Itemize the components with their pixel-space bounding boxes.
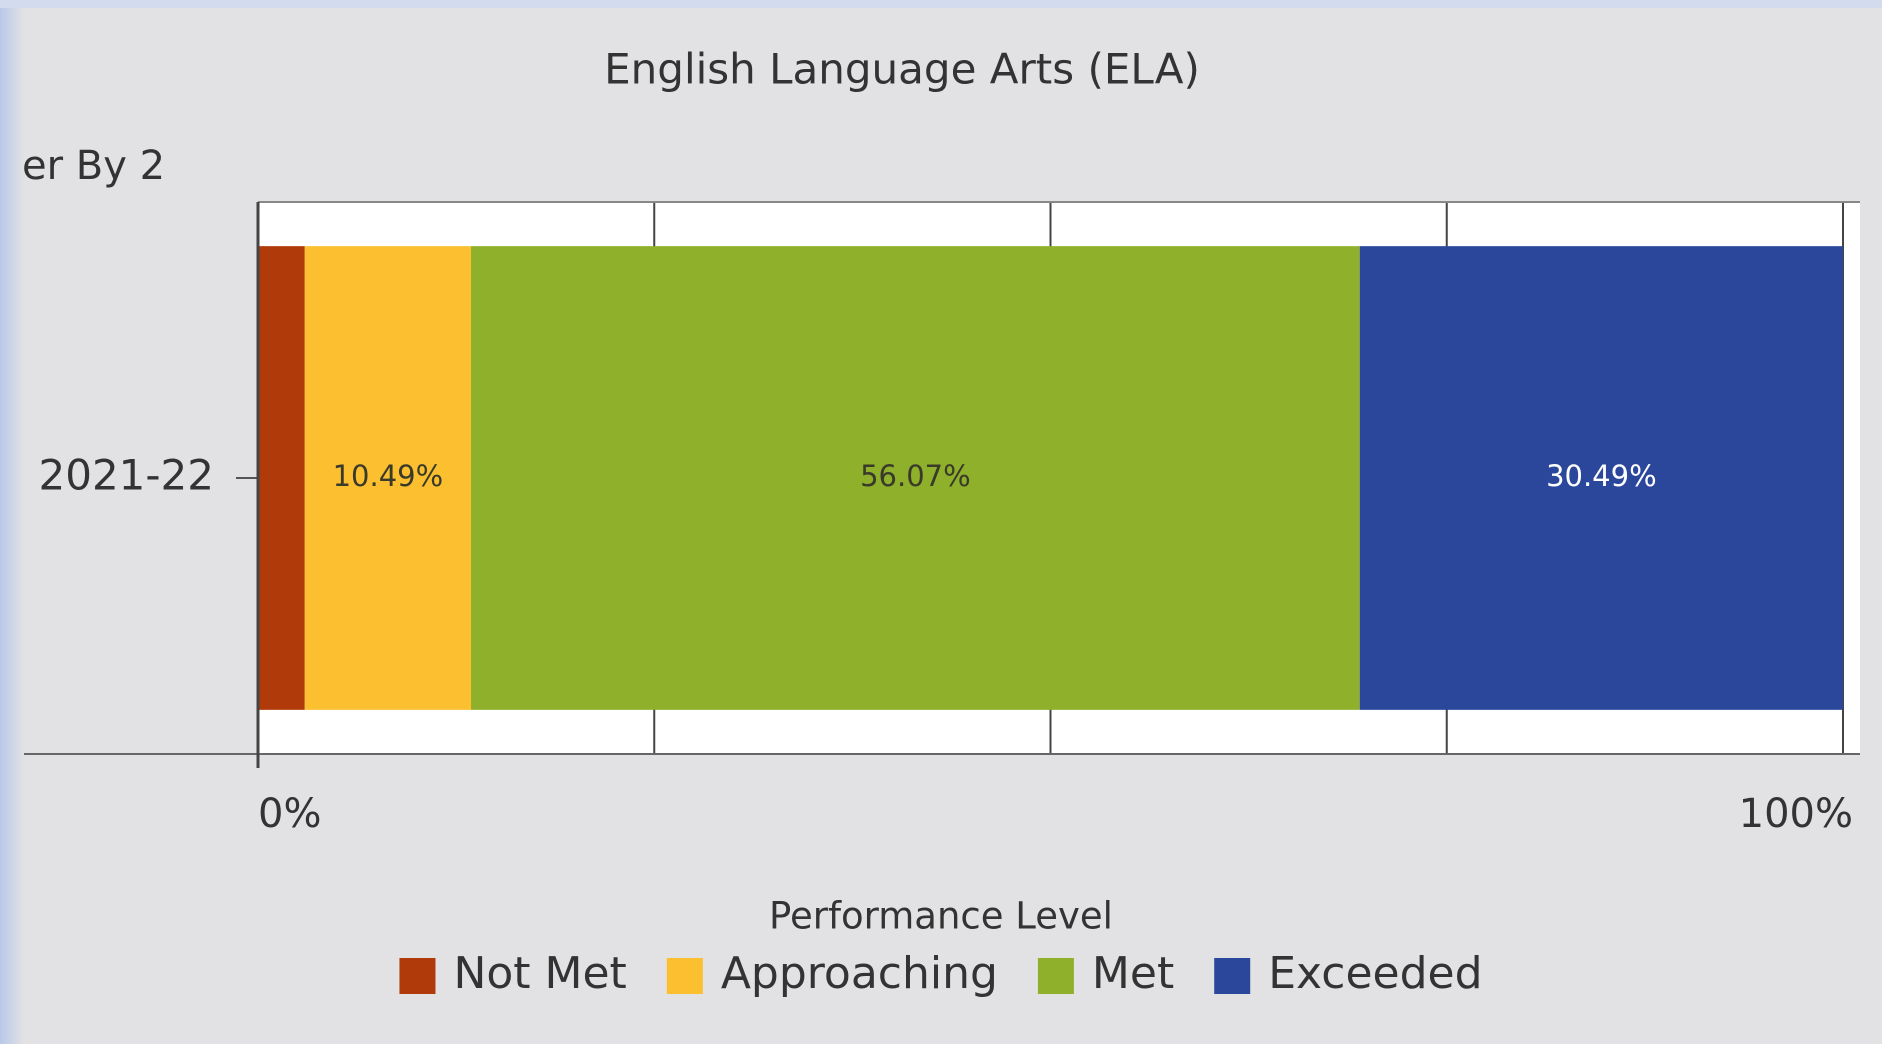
legend-swatch: [666, 958, 703, 994]
data-label: 10.49%: [333, 459, 444, 493]
bar-segment: [471, 246, 1360, 710]
legend-label: Not Met: [453, 948, 626, 999]
legend-swatch: [1037, 958, 1074, 994]
x-tick-label: 0%: [258, 791, 321, 837]
data-label: 30.49%: [1546, 459, 1657, 493]
legend-swatch: [399, 958, 436, 994]
legend-label: Exceeded: [1268, 948, 1482, 999]
data-label: 56.07%: [860, 459, 971, 493]
x-tick-label: 100%: [1739, 791, 1853, 837]
legend-label: Approaching: [721, 948, 998, 999]
legend-item: Met: [1037, 948, 1174, 999]
legend-item: Not Met: [399, 948, 627, 999]
chart-title: English Language Arts (ELA): [604, 45, 1200, 94]
legend-swatch: [1214, 958, 1251, 994]
filter-label: er By 2: [22, 143, 165, 189]
window-edge: [0, 0, 24, 1044]
bar-segment: [1359, 246, 1843, 710]
legend-item: Approaching: [666, 948, 998, 999]
legend-item: Exceeded: [1214, 948, 1483, 999]
window-edge-top: [0, 0, 1882, 8]
bar-segment: [258, 246, 305, 710]
legend-title: Performance Level: [769, 895, 1113, 938]
legend-label: Met: [1092, 948, 1174, 999]
bar-segment: [304, 246, 472, 710]
y-tick-label: 2021-22: [39, 451, 215, 500]
